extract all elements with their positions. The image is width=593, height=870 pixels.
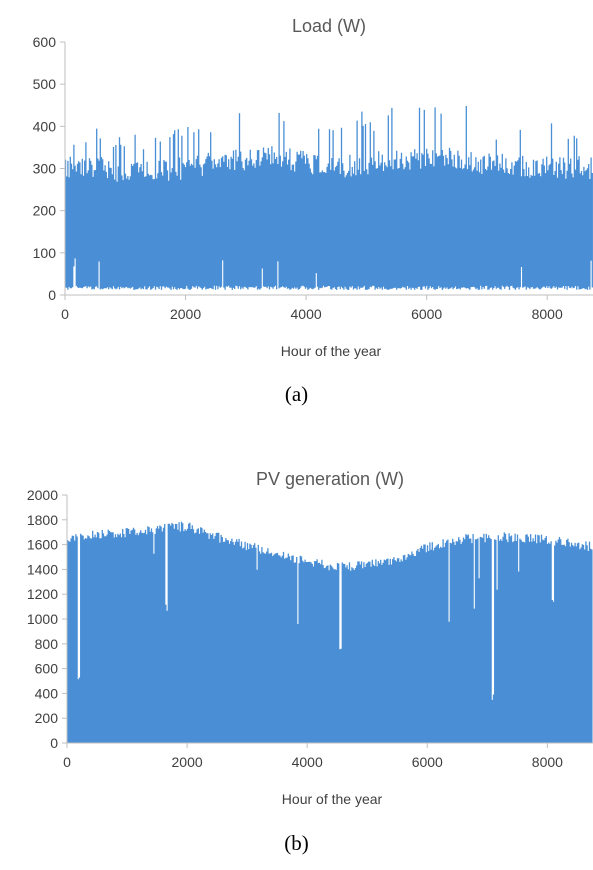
y-tick-label: 1200 bbox=[27, 586, 58, 602]
y-tick-label: 600 bbox=[33, 34, 57, 50]
series-spikes bbox=[66, 521, 593, 743]
y-tick-label: 1800 bbox=[27, 512, 58, 528]
x-tick-label: 2000 bbox=[172, 754, 203, 770]
x-tick-label: 8000 bbox=[532, 306, 563, 322]
chart-title: Load (W) bbox=[292, 16, 366, 36]
series-spikes bbox=[64, 106, 593, 290]
x-tick-label: 6000 bbox=[412, 754, 443, 770]
x-axis-label: Hour of the year bbox=[281, 343, 382, 359]
x-tick-label: 8000 bbox=[532, 754, 563, 770]
axes: 0 200 400 600 800 1000 1200 1400 1600 1800 2000 0 20… bbox=[27, 487, 593, 770]
x-tick-label: 6000 bbox=[411, 306, 442, 322]
y-tick-label: 300 bbox=[33, 161, 57, 177]
pv-chart: PV generation (W) 0 200 400 600 800 1000 1200 14… bbox=[27, 469, 593, 807]
y-tick-label: 500 bbox=[33, 76, 57, 92]
chart-title: PV generation (W) bbox=[256, 469, 404, 489]
load-chart-caption: (a) bbox=[284, 382, 309, 406]
series-area bbox=[66, 521, 593, 743]
y-tick-label: 1600 bbox=[27, 537, 58, 553]
y-tick-label: 400 bbox=[35, 685, 59, 701]
x-tick-label: 4000 bbox=[292, 754, 323, 770]
y-tick-label: 2000 bbox=[27, 487, 58, 503]
y-tick-label: 200 bbox=[33, 203, 57, 219]
x-axis-label: Hour of the year bbox=[282, 791, 383, 807]
y-tick-label: 200 bbox=[35, 710, 59, 726]
pv-chart-caption: (b) bbox=[284, 831, 309, 855]
y-tick-label: 600 bbox=[35, 661, 59, 677]
y-tick-label: 0 bbox=[48, 287, 56, 303]
y-tick-label: 1400 bbox=[27, 561, 58, 577]
pv-chart-panel: PV generation (W) 0 200 400 600 800 1000 1200 14… bbox=[0, 455, 593, 870]
x-tick-label: 0 bbox=[61, 306, 69, 322]
x-tick-label: 4000 bbox=[291, 306, 322, 322]
y-tick-label: 1000 bbox=[27, 611, 58, 627]
y-tick-label: 100 bbox=[33, 245, 57, 261]
series-area bbox=[64, 106, 593, 290]
x-tick-label: 2000 bbox=[170, 306, 201, 322]
load-chart-panel: Load (W) 0 100 200 300 400 500 600 0 2000 4000 6000… bbox=[0, 0, 593, 420]
x-tick-label: 0 bbox=[63, 754, 71, 770]
y-tick-label: 800 bbox=[35, 636, 59, 652]
y-tick-label: 0 bbox=[50, 735, 58, 751]
y-tick-label: 400 bbox=[33, 118, 57, 134]
